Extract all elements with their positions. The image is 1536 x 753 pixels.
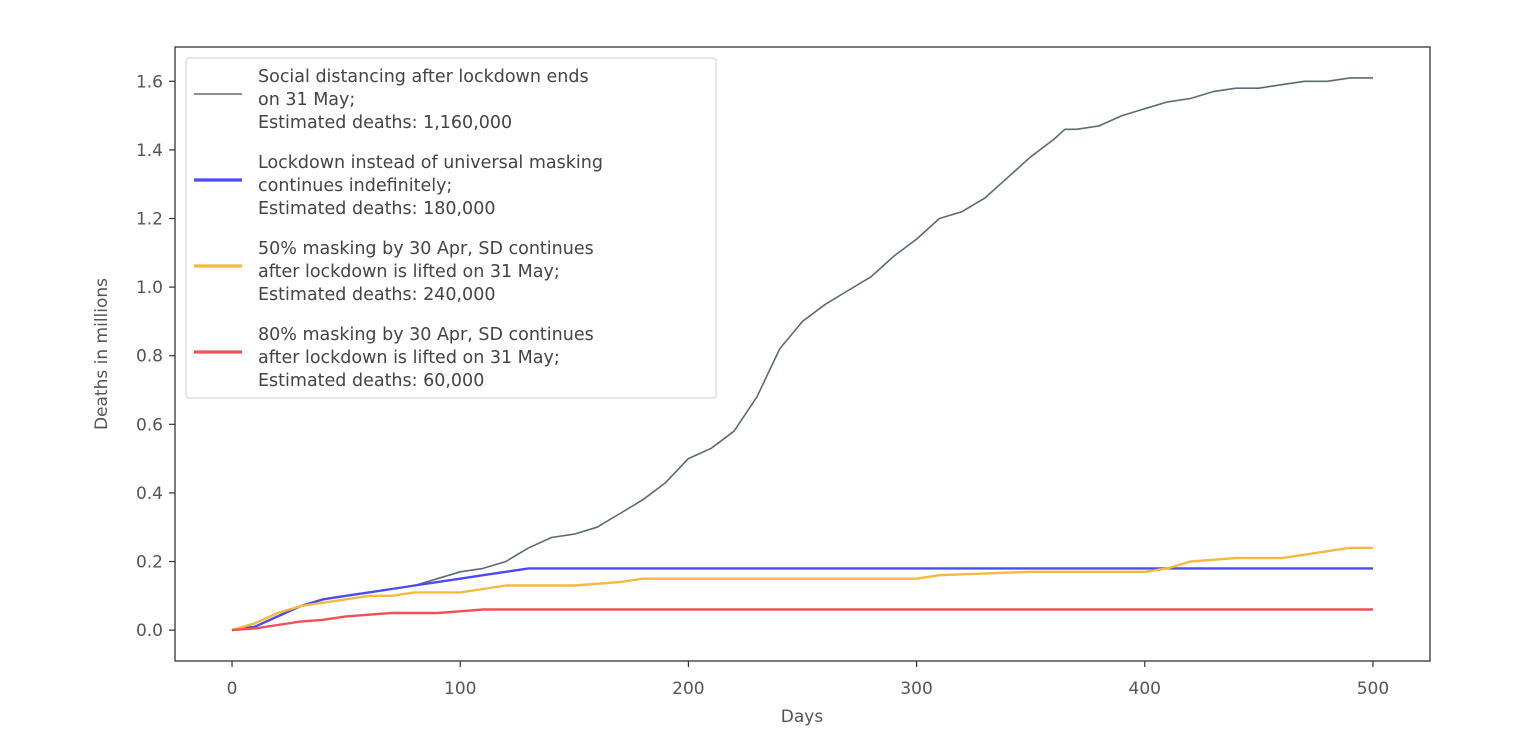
legend-label-1: Social distancing after lockdown ends <box>258 67 589 87</box>
legend-label-4: 80% masking by 30 Apr, SD continues <box>258 325 594 345</box>
y-tick-label: 0.0 <box>136 621 163 641</box>
x-tick-label: 0 <box>227 679 238 699</box>
series-line-3 <box>231 546 1373 632</box>
x-tick-label: 500 <box>1357 679 1389 699</box>
x-tick-label: 200 <box>672 679 704 699</box>
legend-label-2: continues indefinitely; <box>258 176 452 196</box>
x-tick-label: 400 <box>1129 679 1161 699</box>
legend-label-4: after lockdown is lifted on 31 May; <box>258 348 560 368</box>
legend-label-3: after lockdown is lifted on 31 May; <box>258 262 560 282</box>
y-tick-label: 1.6 <box>136 72 163 92</box>
legend-label-1: Estimated deaths: 1,160,000 <box>258 113 512 133</box>
y-tick-label: 0.2 <box>136 553 163 573</box>
y-axis-title: Deaths in millions <box>92 278 112 430</box>
legend-label-4: Estimated deaths: 60,000 <box>258 371 484 391</box>
legend-label-3: Estimated deaths: 240,000 <box>258 285 495 305</box>
legend-label-3: 50% masking by 30 Apr, SD continues <box>258 239 594 259</box>
plot-area-frame <box>174 46 1431 662</box>
y-axis: 0.0 0.2 0.4 0.6 0.8 1.0 1.2 1.4 1.6 <box>136 72 175 641</box>
x-axis: 0 100 200 300 400 500 <box>227 661 1389 699</box>
y-tick-label: 1.2 <box>136 210 163 230</box>
series-line-4 <box>231 608 1373 632</box>
x-tick-label: 300 <box>900 679 932 699</box>
y-tick-label: 0.8 <box>136 347 163 367</box>
legend-box <box>185 57 717 399</box>
legend-label-2: Lockdown instead of universal masking <box>258 153 603 173</box>
y-tick-label: 1.4 <box>136 141 163 161</box>
legend-entries: Social distancing after lockdown ends on … <box>194 67 603 391</box>
legend-label-1: on 31 May; <box>258 90 355 110</box>
x-axis-title: Days <box>781 707 824 727</box>
y-tick-label: 0.6 <box>136 415 163 435</box>
legend: Social distancing after lockdown ends on … <box>185 57 717 399</box>
series-line-1 <box>231 77 1373 631</box>
x-tick-label: 100 <box>444 679 476 699</box>
y-tick-label: 1.0 <box>136 278 163 298</box>
legend-label-2: Estimated deaths: 180,000 <box>258 199 495 219</box>
plot-lines <box>231 77 1373 632</box>
y-tick-label: 0.4 <box>136 484 163 504</box>
